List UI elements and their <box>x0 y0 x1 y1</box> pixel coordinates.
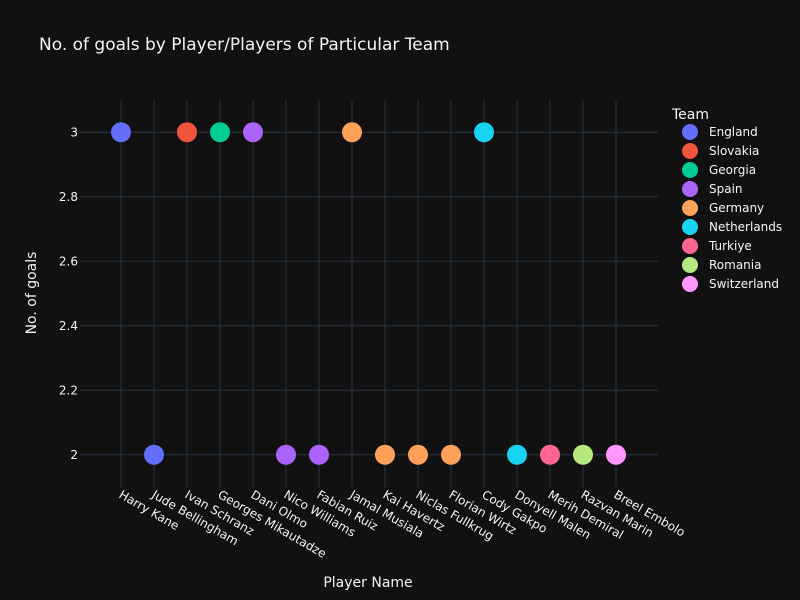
legend-marker <box>682 276 698 292</box>
legend-marker <box>682 143 698 159</box>
y-tick-label: 3 <box>70 125 78 139</box>
y-axis-ticks: 2 2.2 2.4 2.6 2.8 3 <box>59 125 78 462</box>
legend-marker <box>682 181 698 197</box>
legend-item-slovakia[interactable]: Slovakia <box>709 144 759 158</box>
data-point-spain[interactable] <box>243 122 263 143</box>
data-point-spain[interactable] <box>309 444 329 465</box>
y-tick-label: 2.2 <box>59 383 78 397</box>
data-point-switzerland[interactable] <box>606 444 626 465</box>
data-point-germany[interactable] <box>375 444 395 465</box>
data-point-slovakia[interactable] <box>177 122 197 143</box>
legend: Team England Slovakia Georgia Spain Germany N… <box>671 107 782 292</box>
legend-title: Team <box>671 107 709 123</box>
data-point-england[interactable] <box>144 444 164 465</box>
legend-item-turkiye[interactable]: Turkiye <box>708 239 752 253</box>
legend-item-england[interactable]: England <box>709 125 758 139</box>
legend-marker <box>682 257 698 273</box>
legend-marker <box>682 162 698 178</box>
x-axis-title: Player Name <box>323 575 412 591</box>
legend-item-netherlands[interactable]: Netherlands <box>709 220 782 234</box>
gridlines <box>80 100 658 487</box>
data-point-netherlands[interactable] <box>474 122 494 143</box>
data-points <box>111 122 626 465</box>
y-tick-label: 2 <box>70 448 78 462</box>
data-point-germany[interactable] <box>408 444 428 465</box>
legend-item-georgia[interactable]: Georgia <box>709 163 756 177</box>
data-point-england[interactable] <box>111 122 131 143</box>
data-point-spain[interactable] <box>276 444 296 465</box>
y-tick-label: 2.4 <box>59 319 78 333</box>
data-point-romania[interactable] <box>573 444 593 465</box>
data-point-netherlands[interactable] <box>507 444 527 465</box>
data-point-turkiye[interactable] <box>540 444 560 465</box>
data-point-georgia[interactable] <box>210 122 230 143</box>
chart-title: No. of goals by Player/Players of Partic… <box>39 35 450 55</box>
data-point-germany[interactable] <box>441 444 461 465</box>
legend-marker <box>682 200 698 216</box>
y-axis-title: No. of goals <box>24 252 40 335</box>
data-point-germany[interactable] <box>342 122 362 143</box>
y-tick-label: 2.6 <box>59 254 78 268</box>
legend-marker <box>682 124 698 140</box>
legend-marker <box>682 238 698 254</box>
legend-item-switzerland[interactable]: Switzerland <box>709 277 779 291</box>
y-tick-label: 2.8 <box>59 190 78 204</box>
legend-item-romania[interactable]: Romania <box>709 258 761 272</box>
legend-marker <box>682 219 698 235</box>
legend-item-spain[interactable]: Spain <box>709 182 743 196</box>
legend-item-germany[interactable]: Germany <box>709 201 764 215</box>
